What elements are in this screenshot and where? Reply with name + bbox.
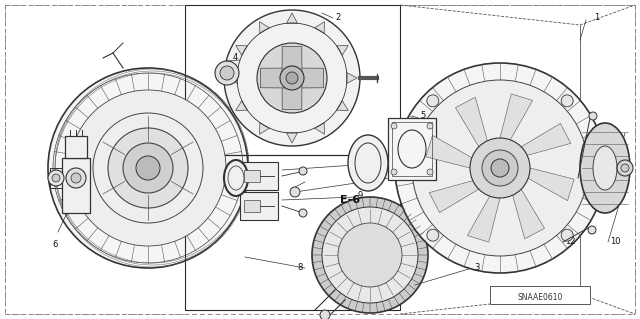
Polygon shape (287, 13, 298, 23)
Circle shape (427, 229, 439, 241)
Circle shape (286, 72, 298, 84)
Text: 6: 6 (52, 240, 58, 249)
Circle shape (491, 159, 509, 177)
Text: 3: 3 (474, 263, 479, 271)
Circle shape (320, 310, 330, 319)
Circle shape (621, 164, 629, 172)
Bar (388, 118, 436, 180)
Polygon shape (227, 72, 237, 84)
Polygon shape (259, 122, 269, 134)
Polygon shape (236, 46, 247, 56)
Polygon shape (282, 47, 302, 78)
Circle shape (224, 10, 360, 146)
Text: 8: 8 (298, 263, 303, 271)
Circle shape (427, 169, 433, 175)
Bar (244, 170, 260, 182)
Polygon shape (287, 133, 298, 143)
Circle shape (136, 156, 160, 180)
Circle shape (299, 209, 307, 217)
Bar (240, 162, 278, 190)
Circle shape (312, 197, 428, 313)
Text: 7: 7 (580, 173, 586, 182)
Circle shape (482, 150, 518, 186)
Bar (392, 122, 432, 176)
Circle shape (257, 43, 327, 113)
Circle shape (412, 80, 588, 256)
Circle shape (220, 66, 234, 80)
Circle shape (52, 174, 60, 182)
Polygon shape (528, 168, 574, 201)
Circle shape (427, 95, 439, 107)
Polygon shape (236, 100, 247, 110)
Polygon shape (337, 100, 348, 110)
Bar (240, 192, 278, 220)
Polygon shape (292, 68, 324, 88)
Bar (490, 286, 590, 304)
Circle shape (123, 143, 173, 193)
Ellipse shape (580, 123, 630, 213)
Bar (185, 155, 400, 310)
Polygon shape (513, 189, 545, 239)
Circle shape (338, 223, 402, 287)
Circle shape (66, 168, 86, 188)
Polygon shape (260, 68, 292, 88)
Polygon shape (347, 72, 357, 84)
Circle shape (589, 112, 597, 120)
Circle shape (322, 207, 418, 303)
Text: 2: 2 (335, 12, 340, 21)
Polygon shape (467, 196, 500, 242)
Circle shape (470, 138, 530, 198)
Circle shape (299, 167, 307, 175)
Text: 13: 13 (402, 173, 413, 182)
Polygon shape (337, 46, 348, 56)
Polygon shape (315, 122, 324, 134)
Polygon shape (521, 123, 571, 155)
Polygon shape (429, 181, 479, 212)
Text: 10: 10 (610, 238, 621, 247)
Bar (244, 200, 260, 212)
Text: E-6: E-6 (340, 195, 360, 205)
Circle shape (48, 170, 64, 186)
Text: 9: 9 (357, 190, 362, 199)
Circle shape (427, 123, 433, 129)
Circle shape (290, 187, 300, 197)
Circle shape (588, 226, 596, 234)
Circle shape (561, 95, 573, 107)
Bar (65, 136, 87, 158)
Text: 12: 12 (565, 238, 575, 247)
Circle shape (617, 160, 633, 176)
Circle shape (70, 90, 226, 246)
Bar (62, 158, 90, 213)
Circle shape (108, 128, 188, 208)
Text: 4: 4 (233, 54, 238, 63)
Text: SNAAE0610: SNAAE0610 (517, 293, 563, 302)
Ellipse shape (593, 146, 617, 190)
Bar (185, 5, 400, 155)
Circle shape (280, 66, 304, 90)
Polygon shape (500, 94, 532, 140)
Circle shape (395, 63, 605, 273)
Ellipse shape (348, 135, 388, 191)
Polygon shape (456, 97, 487, 147)
Polygon shape (315, 22, 324, 33)
Circle shape (215, 61, 239, 85)
Text: 5: 5 (420, 112, 425, 121)
Circle shape (71, 173, 81, 183)
Circle shape (391, 169, 397, 175)
Circle shape (48, 68, 248, 268)
Polygon shape (426, 135, 472, 168)
Polygon shape (259, 22, 269, 33)
Text: 9: 9 (357, 159, 362, 167)
Circle shape (391, 123, 397, 129)
Text: 11: 11 (610, 190, 621, 199)
Ellipse shape (224, 160, 248, 196)
Text: 1: 1 (594, 12, 599, 21)
Polygon shape (282, 78, 302, 109)
Circle shape (561, 229, 573, 241)
